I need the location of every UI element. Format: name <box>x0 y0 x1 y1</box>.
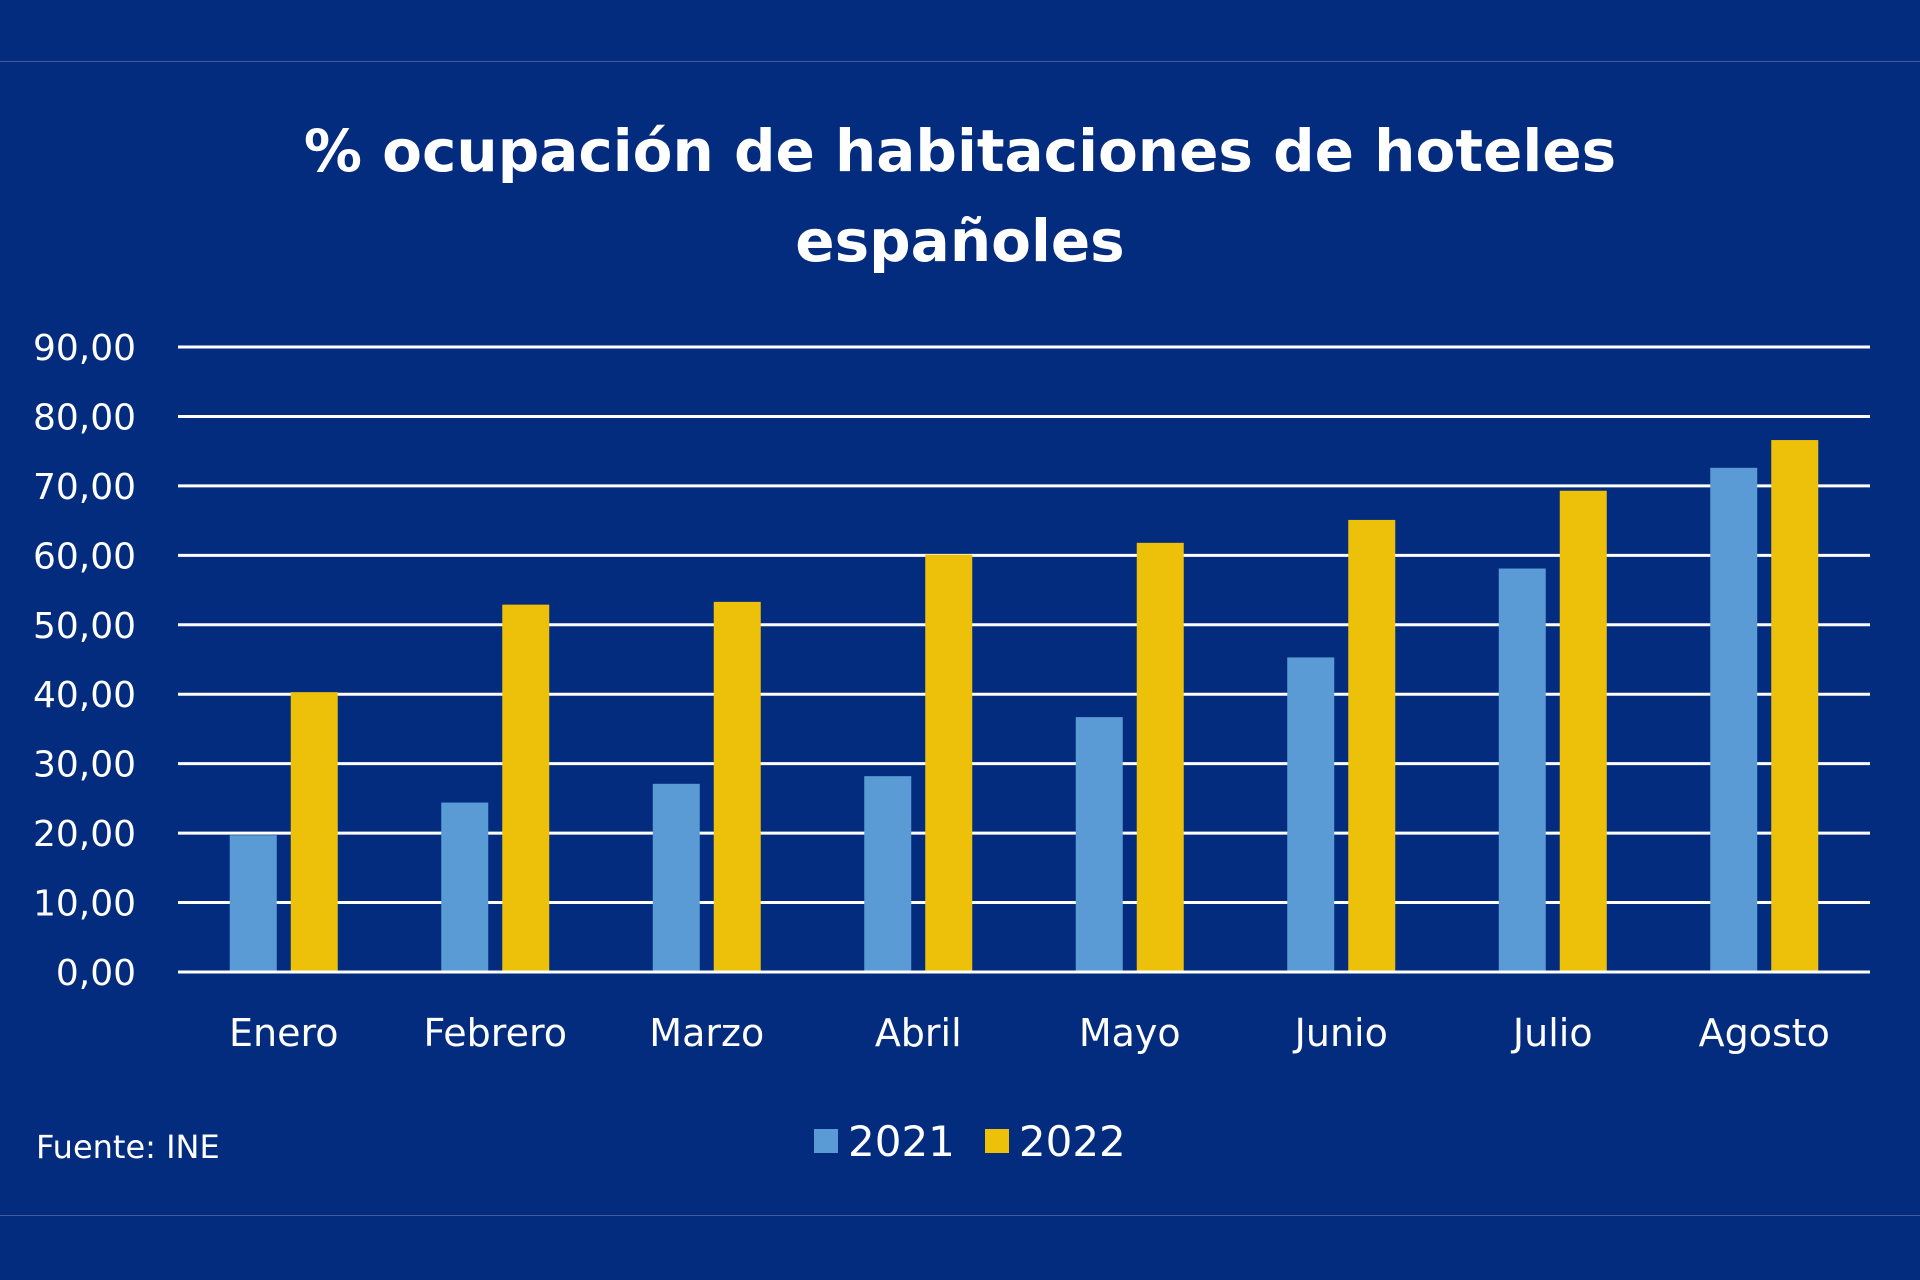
bar-2022-enero <box>290 692 338 972</box>
legend-item-2021: 2021 <box>814 1117 955 1166</box>
bottom-divider <box>0 1215 1920 1216</box>
y-tick-label: 20,00 <box>33 814 136 855</box>
chart-title-line-2: españoles <box>795 207 1125 275</box>
x-tick-label: Mayo <box>1079 1011 1181 1055</box>
bar-2021-junio <box>1287 657 1335 972</box>
legend-swatch-2021 <box>814 1129 838 1153</box>
legend-label-2021: 2021 <box>848 1116 955 1166</box>
source-note: Fuente: INE <box>36 1128 220 1166</box>
bar-2022-abril <box>925 554 973 972</box>
x-tick-label: Marzo <box>649 1011 764 1055</box>
y-tick-label: 70,00 <box>33 467 136 508</box>
bar-2021-febrero <box>441 802 489 972</box>
bar-2022-junio <box>1348 519 1396 972</box>
legend-label-2022: 2022 <box>1018 1116 1126 1166</box>
y-tick-label: 10,00 <box>33 884 136 925</box>
bar-2021-abril <box>864 776 912 972</box>
bar-2021-agosto <box>1710 467 1758 972</box>
y-tick-label: 30,00 <box>33 745 136 786</box>
bar-2022-mayo <box>1136 542 1184 972</box>
bar-2022-agosto <box>1771 440 1819 972</box>
x-tick-label: Junio <box>1293 1011 1388 1055</box>
legend: 2021 2022 <box>814 1116 1126 1166</box>
y-tick-label: 40,00 <box>33 675 136 716</box>
y-tick-label: 50,00 <box>33 606 136 647</box>
bar-2021-julio <box>1498 568 1546 972</box>
bar-2022-febrero <box>502 604 550 972</box>
bar-2021-marzo <box>652 783 700 972</box>
x-tick-label: Enero <box>229 1011 339 1055</box>
chart-title-line-1: % ocupación de habitaciones de hoteles <box>303 117 1617 185</box>
y-tick-label: 0,00 <box>56 953 136 994</box>
x-tick-label: Agosto <box>1699 1011 1830 1055</box>
y-tick-label: 60,00 <box>33 536 136 577</box>
y-tick-label: 90,00 <box>33 328 136 369</box>
chart-title: % ocupación de habitaciones de hoteles e… <box>260 106 1660 286</box>
x-tick-label: Febrero <box>424 1011 567 1055</box>
x-tick-label: Abril <box>875 1011 962 1055</box>
x-tick-label: Julio <box>1511 1011 1593 1055</box>
legend-item-2022: 2022 <box>984 1116 1126 1166</box>
legend-swatch-2022 <box>984 1129 1009 1153</box>
top-divider <box>0 61 1920 62</box>
bar-2021-enero <box>229 835 277 972</box>
y-tick-label: 80,00 <box>33 397 136 438</box>
bar-2022-marzo <box>713 601 761 972</box>
bar-2021-mayo <box>1075 717 1123 972</box>
bar-2022-julio <box>1559 490 1607 972</box>
